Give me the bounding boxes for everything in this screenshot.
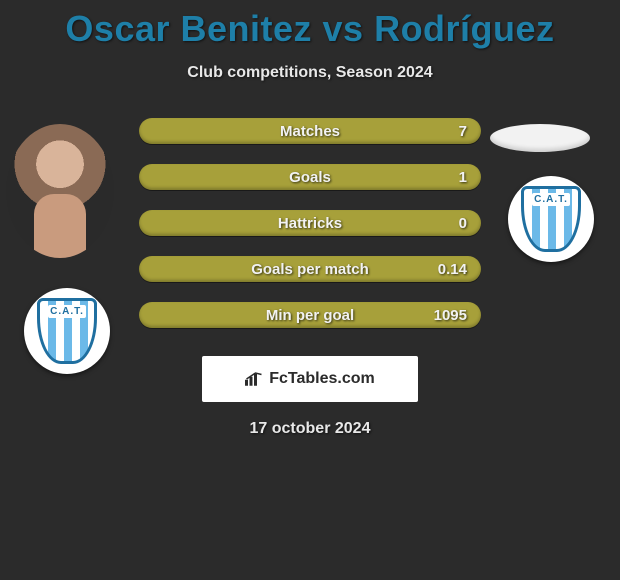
date-text: 17 october 2024 (0, 420, 620, 438)
club-badge-left: C.A.T. (24, 288, 110, 374)
bar-goals: Goals 1 (139, 164, 481, 190)
bar-value: 1 (459, 169, 467, 186)
bar-value: 0.14 (438, 261, 467, 278)
bar-label: Goals per match (251, 261, 369, 278)
player-left-photo (6, 124, 114, 258)
stat-bars: Matches 7 Goals 1 Hattricks 0 Goals per … (139, 118, 481, 328)
page-title: Oscar Benitez vs Rodríguez (0, 0, 620, 50)
bar-matches: Matches 7 (139, 118, 481, 144)
bar-value: 0 (459, 215, 467, 232)
club-badge-left-text: C.A.T. (48, 305, 86, 318)
bar-label: Hattricks (278, 215, 342, 232)
bar-hattricks: Hattricks 0 (139, 210, 481, 236)
bar-label: Min per goal (266, 307, 354, 324)
bar-label: Goals (289, 169, 331, 186)
bar-label: Matches (280, 123, 340, 140)
bar-value: 1095 (434, 307, 467, 324)
page-subtitle: Club competitions, Season 2024 (0, 64, 620, 82)
chart-icon (245, 372, 263, 386)
bar-value: 7 (459, 123, 467, 140)
club-badge-right: C.A.T. (508, 176, 594, 262)
player-right-photo (490, 124, 590, 152)
club-badge-right-text: C.A.T. (532, 193, 570, 206)
brand-box: FcTables.com (202, 356, 418, 402)
bar-goals-per-match: Goals per match 0.14 (139, 256, 481, 282)
brand-text: FcTables.com (269, 370, 375, 388)
bar-min-per-goal: Min per goal 1095 (139, 302, 481, 328)
